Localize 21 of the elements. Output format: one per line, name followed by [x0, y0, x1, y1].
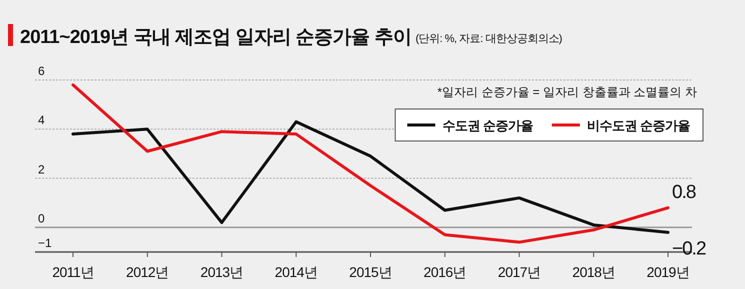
y-tick-label: −1 [38, 236, 52, 250]
y-tick-label: 6 [38, 64, 45, 78]
chart-title: 2011~2019년 국내 제조업 일자리 순증가율 추이 [20, 27, 412, 48]
x-tick-label: 2013년 [200, 264, 244, 280]
x-tick-label: 2011년 [52, 264, 94, 280]
x-tick-label: 2019년 [646, 264, 690, 280]
x-tick-label: 2015년 [349, 264, 392, 280]
data-label: 0.8 [672, 182, 696, 203]
y-tick-label: 2 [38, 162, 45, 176]
legend-label: 수도권 순증가율 [442, 118, 534, 133]
x-tick-label: 2016년 [424, 264, 466, 280]
x-tick-label: 2012년 [126, 264, 169, 280]
chart-subtitle: (단위: %, 자료: 대한상공회의소) [415, 33, 562, 45]
x-tick-label: 2017년 [498, 264, 541, 280]
legend-label: 비수도권 순증가율 [586, 118, 690, 133]
data-label: −0.2 [672, 238, 706, 260]
annotation: *일자리 순증가율 = 일자리 창출률과 소멸률의 차 [437, 85, 697, 99]
x-tick-label: 2014년 [274, 264, 318, 280]
y-tick-label: 0 [38, 211, 45, 226]
y-tick-label: 4 [38, 113, 45, 128]
x-tick-label: 2018년 [572, 264, 615, 280]
